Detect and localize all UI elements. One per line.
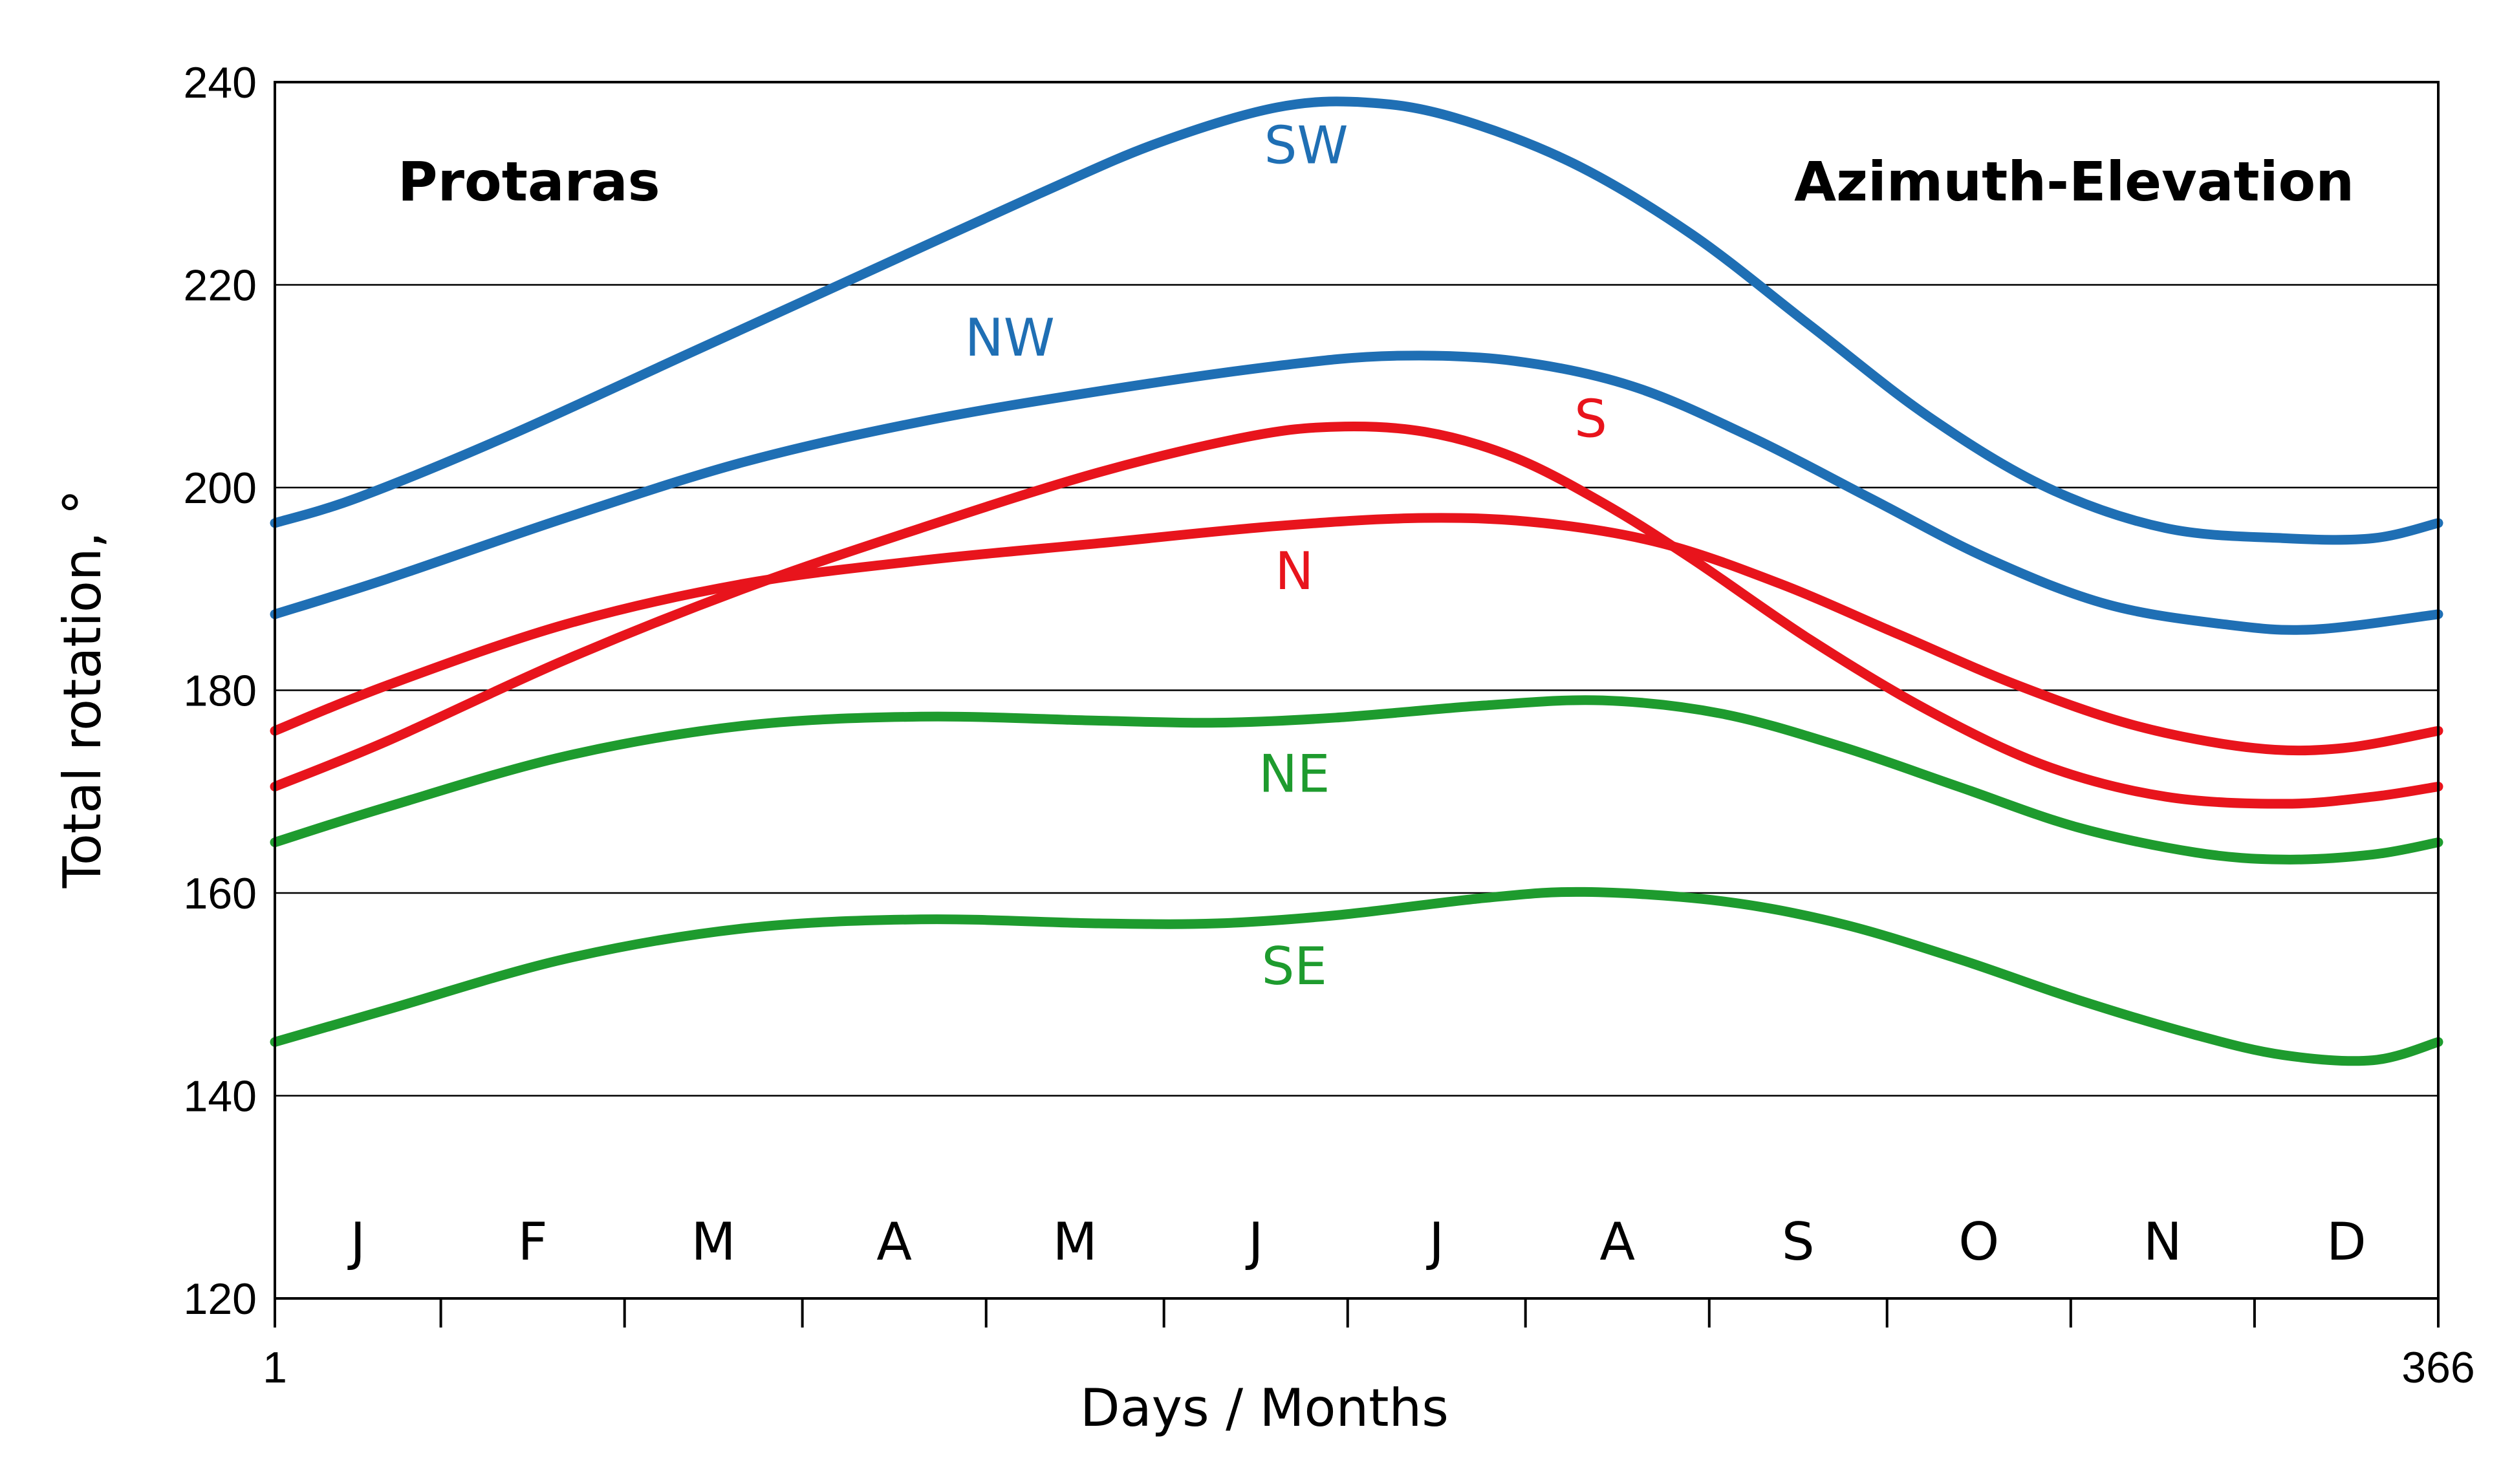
y-tick-labels: 120 140 160 180 200 220 240 [184, 58, 257, 1324]
chart-title-left: Protaras [398, 150, 660, 213]
month-label: M [691, 1212, 736, 1272]
month-label: J [1425, 1212, 1444, 1272]
month-label: D [2326, 1212, 2366, 1272]
month-label: J [347, 1212, 366, 1272]
series-label-se: SE [1262, 936, 1327, 996]
y-axis-title: Total rotation, ° [52, 489, 113, 889]
series-lines [270, 96, 2443, 1066]
x-tick-label-start: 1 [263, 1343, 287, 1392]
month-label: O [1958, 1212, 1999, 1272]
series-line-se [270, 887, 2443, 1066]
month-label: A [876, 1212, 912, 1272]
series-labels: SW NW S N NE SE [965, 115, 1607, 996]
x-axis-title: Days / Months [1080, 1378, 1449, 1438]
month-label: J [1245, 1212, 1264, 1272]
y-tick-label: 240 [184, 58, 257, 107]
x-tick-label-end: 366 [2401, 1343, 2474, 1392]
y-tick-label: 180 [184, 667, 257, 716]
series-label-sw: SW [1264, 115, 1348, 175]
y-tick-label: 200 [184, 464, 257, 513]
y-tick-label: 120 [184, 1274, 257, 1324]
y-tick-label: 140 [184, 1072, 257, 1121]
series-label-nw: NW [965, 308, 1055, 368]
axes [274, 81, 2440, 1300]
y-tick-label: 160 [184, 869, 257, 918]
series-line-n [270, 513, 2443, 756]
y-tick-label: 220 [184, 261, 257, 310]
plot-frame [274, 81, 2440, 1300]
chart-title-right: Azimuth-Elevation [1794, 150, 2354, 213]
month-label: S [1782, 1212, 1815, 1272]
series-line-ne [270, 695, 2443, 865]
x-ticks: 1 366 [263, 1298, 2475, 1392]
series-label-n: N [1275, 541, 1314, 601]
series-line-sw [270, 96, 2443, 545]
series-label-s: S [1574, 389, 1607, 449]
series-label-ne: NE [1259, 744, 1330, 804]
series-line-nw [270, 350, 2443, 635]
series-line-s [270, 422, 2443, 809]
month-label: M [1053, 1212, 1098, 1272]
month-label: N [2143, 1212, 2182, 1272]
grid-lines [275, 284, 2438, 1097]
month-label: A [1599, 1212, 1635, 1272]
month-label: F [518, 1212, 548, 1272]
